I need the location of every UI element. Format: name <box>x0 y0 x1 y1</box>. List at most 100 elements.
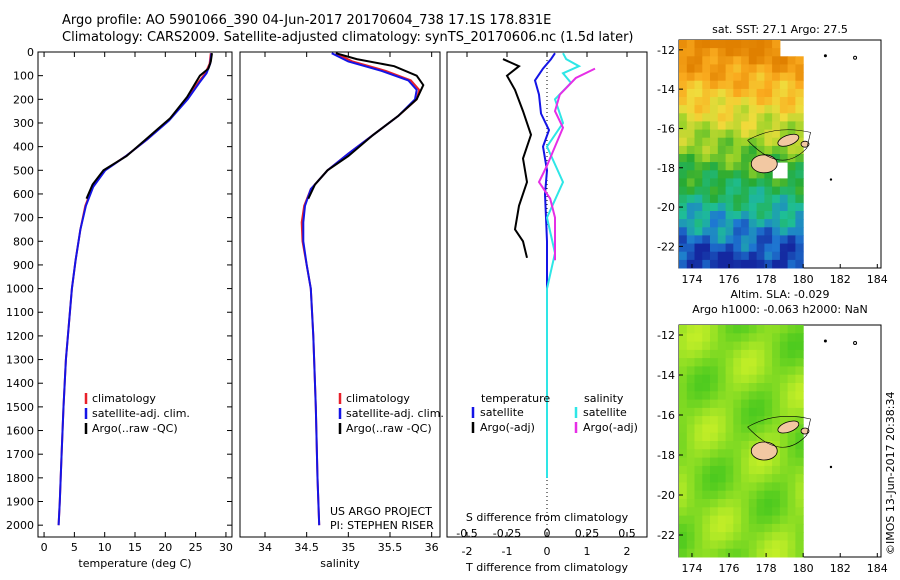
map-cell <box>679 72 688 82</box>
map-cell <box>679 154 688 163</box>
map-cell <box>787 416 796 425</box>
map-cell <box>748 349 758 359</box>
map-cell <box>748 211 758 220</box>
island-taveuni <box>800 427 810 435</box>
map-cell <box>686 235 696 244</box>
map-cell <box>748 391 758 401</box>
map-cell <box>702 441 711 450</box>
map-cell <box>717 366 727 376</box>
map-cell <box>764 202 773 212</box>
island-vanua-levu <box>777 133 800 147</box>
map-cell <box>733 105 742 114</box>
map-cell <box>741 88 750 98</box>
map-cell <box>772 121 781 130</box>
map-cell <box>717 105 727 114</box>
map-cell <box>710 391 719 401</box>
map-cell <box>694 80 703 90</box>
map-cell <box>787 113 796 122</box>
map-cell <box>679 341 688 351</box>
map-cell <box>733 424 742 434</box>
map-cell <box>710 88 719 98</box>
map-cell <box>710 211 719 220</box>
map-cell <box>772 178 781 187</box>
map-cell <box>702 532 711 541</box>
map-cell <box>686 113 696 122</box>
map-cell <box>795 178 804 187</box>
map-cell <box>741 186 750 196</box>
map-cell <box>679 457 688 467</box>
map-cell <box>733 366 742 376</box>
map-cell <box>764 170 773 179</box>
map-cell <box>710 366 719 376</box>
map-cell <box>686 129 696 139</box>
map-cell <box>686 162 696 171</box>
map-cell <box>694 333 703 343</box>
map-cell <box>787 80 796 90</box>
map-cell <box>717 129 727 139</box>
plot-frame <box>37 51 233 538</box>
map-cell <box>679 358 688 367</box>
map-cell <box>772 383 781 392</box>
map-cell <box>686 145 696 155</box>
y-tick-label: 1700 <box>6 448 34 461</box>
map-cell <box>741 515 750 525</box>
map-cell <box>741 56 750 65</box>
x-tick-label: 25 <box>189 541 203 554</box>
map-cell <box>679 441 688 450</box>
map-cell <box>694 194 703 204</box>
map-cell <box>725 465 734 475</box>
map-cell <box>725 194 734 204</box>
map-cell <box>710 219 719 228</box>
map-cell <box>795 162 804 171</box>
map-cell <box>748 88 758 98</box>
map-cell <box>686 170 696 179</box>
map-cell <box>686 202 696 212</box>
map-cell <box>679 391 688 401</box>
map-cell <box>741 548 750 558</box>
map-cell <box>679 540 688 550</box>
y-tick-label: -18 <box>657 162 675 175</box>
map-cell <box>764 548 773 558</box>
map-cell <box>733 490 742 500</box>
x-tick-label: 36 <box>425 541 439 554</box>
map-cell <box>733 391 742 401</box>
map-cell <box>748 129 758 139</box>
map-cell <box>756 432 765 442</box>
map-cell <box>725 137 734 147</box>
map-cell <box>702 219 711 228</box>
map-cell <box>694 227 703 236</box>
map-cell <box>686 407 696 417</box>
map-cell <box>779 97 789 106</box>
map-cell <box>694 162 703 171</box>
map-cell <box>787 349 796 359</box>
map-cell <box>795 72 804 82</box>
map-cell <box>772 399 781 409</box>
map-cell <box>772 523 781 533</box>
map-cell <box>702 490 711 500</box>
x2-tick-label: 0 <box>544 527 551 540</box>
map-cell <box>710 194 719 204</box>
map-cell <box>686 97 696 106</box>
x2-axis-label: S difference from climatology <box>466 511 629 524</box>
y-tick-label: 200 <box>13 93 34 106</box>
map-cell <box>686 548 696 558</box>
map-cell <box>733 548 742 558</box>
map-cell <box>764 178 773 187</box>
map-cell <box>725 219 734 228</box>
map-cell <box>772 416 781 425</box>
map-cell <box>748 341 758 351</box>
map-cell <box>725 482 734 492</box>
map-cell <box>756 129 765 139</box>
map-cell <box>725 333 734 343</box>
map-cell <box>756 482 765 492</box>
map-cell <box>779 416 789 425</box>
map-cell <box>764 243 773 253</box>
map-cell <box>764 532 773 541</box>
map-cell <box>733 457 742 467</box>
map-cell <box>756 383 765 392</box>
map-cell <box>779 482 789 492</box>
map-cell <box>702 366 711 376</box>
map-cell <box>779 80 789 90</box>
map-cell <box>717 457 727 467</box>
map-cell <box>717 474 727 483</box>
